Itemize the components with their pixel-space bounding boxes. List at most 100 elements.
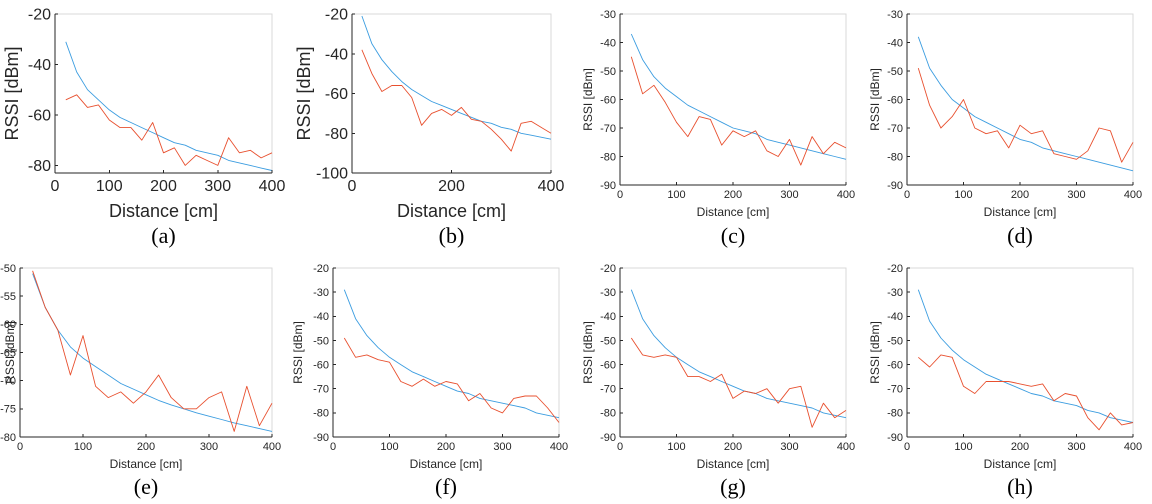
y-axis-label: RSSI [dBm] xyxy=(3,321,17,384)
model-curve-line xyxy=(343,289,560,419)
x-tick-label: 100 xyxy=(667,189,685,201)
x-tick-label: 200 xyxy=(724,441,742,453)
x-tick-label: 400 xyxy=(1124,441,1142,453)
y-tick-label: -30 xyxy=(313,287,329,299)
chart-panel-3: 0 100 200 300 400 -90 -80 -70 -60 -50 -40 -30 Distan… xyxy=(581,9,855,248)
x-tick-label: 0 xyxy=(51,178,60,195)
plot-area xyxy=(619,13,847,186)
x-tick-label: 400 xyxy=(837,189,855,201)
x-tick-label: 0 xyxy=(348,178,357,195)
x-tick-label: 400 xyxy=(837,441,855,453)
plot-area xyxy=(906,13,1134,186)
model-curve-line xyxy=(917,36,1134,172)
x-tick-label: 0 xyxy=(617,189,623,201)
y-tick-label: -50 xyxy=(600,335,616,347)
plot-area xyxy=(906,267,1134,438)
y-tick-label: -90 xyxy=(887,432,903,444)
panel-caption: (f) xyxy=(435,474,457,499)
y-tick-label: -60 xyxy=(28,108,51,125)
y-tick-label: -90 xyxy=(600,432,616,444)
plot-area xyxy=(351,13,552,174)
y-tick-label: -40 xyxy=(325,46,348,63)
model-curve-line xyxy=(630,33,847,160)
panel-caption: (g) xyxy=(720,474,746,499)
y-axis-label: RSSI [dBm] xyxy=(581,321,595,384)
y-tick-label: -20 xyxy=(313,263,329,275)
x-tick-label: 200 xyxy=(438,178,465,195)
y-tick-label: -20 xyxy=(325,7,348,24)
x-axis-label: Distance [cm] xyxy=(397,201,506,221)
x-tick-label: 300 xyxy=(780,189,798,201)
x-axis-label: Distance [cm] xyxy=(984,205,1057,219)
y-tick-label: -80 xyxy=(325,126,348,143)
panel-caption: (c) xyxy=(721,223,745,248)
x-tick-label: 200 xyxy=(137,441,155,453)
measured-curve-line xyxy=(32,270,273,432)
y-tick-label: -30 xyxy=(887,287,903,299)
x-tick-label: 0 xyxy=(17,441,23,453)
y-tick-label: -55 xyxy=(0,291,16,303)
plot-area xyxy=(19,267,273,438)
plot-area xyxy=(332,267,560,438)
measured-curve-line xyxy=(918,354,1134,431)
y-tick-label: -60 xyxy=(325,86,348,103)
x-tick-label: 100 xyxy=(380,441,398,453)
x-tick-label: 200 xyxy=(1011,441,1029,453)
panel-caption: (d) xyxy=(1007,223,1033,248)
y-tick-label: -70 xyxy=(887,123,903,135)
y-tick-label: -80 xyxy=(600,151,616,163)
x-tick-label: 200 xyxy=(1011,189,1029,201)
x-tick-label: 100 xyxy=(74,441,92,453)
plot-area xyxy=(54,13,273,174)
y-tick-label: -100 xyxy=(316,166,348,183)
chart-panel-5: 0 100 200 300 400 -80 -75 -70 -65 -60 -55 -50 Distan… xyxy=(0,263,281,499)
y-tick-label: -20 xyxy=(28,7,51,24)
y-axis-label: RSSI [dBm] xyxy=(2,46,22,140)
plot-area xyxy=(619,267,847,438)
x-tick-label: 100 xyxy=(667,441,685,453)
y-tick-label: -70 xyxy=(887,384,903,396)
y-tick-label: -40 xyxy=(600,311,616,323)
x-axis-label: Distance [cm] xyxy=(984,457,1057,471)
x-axis-label: Distance [cm] xyxy=(410,457,483,471)
chart-panel-7: 0 100 200 300 400 -90 -80 -70 -60 -50 -40 -30 -20 Dis… xyxy=(581,263,855,499)
model-curve-line xyxy=(32,273,273,432)
x-tick-label: 300 xyxy=(780,441,798,453)
x-tick-label: 0 xyxy=(904,189,910,201)
y-tick-label: -75 xyxy=(0,404,16,416)
y-tick-label: -20 xyxy=(887,263,903,275)
y-tick-label: -40 xyxy=(600,37,616,49)
x-tick-label: 400 xyxy=(259,178,286,195)
y-axis-label: RSSI [dBm] xyxy=(291,321,305,384)
y-tick-label: -90 xyxy=(600,180,616,192)
y-tick-label: -60 xyxy=(600,359,616,371)
y-tick-label: -80 xyxy=(313,408,329,420)
x-tick-label: 100 xyxy=(96,178,123,195)
y-tick-label: -80 xyxy=(887,408,903,420)
y-tick-label: -90 xyxy=(887,180,903,192)
y-axis-label: RSSI [dBm] xyxy=(868,321,882,384)
x-tick-label: 100 xyxy=(954,189,972,201)
y-tick-label: -80 xyxy=(887,151,903,163)
chart-panel-1: 0 100 200 300 400 -80 -60 -40 -20 Distance [cm] RS… xyxy=(2,7,285,248)
x-axis-label: Distance [cm] xyxy=(110,457,183,471)
x-axis-label: Distance [cm] xyxy=(109,201,218,221)
y-axis-label: RSSI [dBm] xyxy=(868,68,882,131)
y-tick-label: -70 xyxy=(0,376,16,388)
panel-caption: (h) xyxy=(1007,474,1033,499)
x-axis-label: Distance [cm] xyxy=(697,457,770,471)
x-axis-label: Distance [cm] xyxy=(697,205,770,219)
x-tick-label: 0 xyxy=(330,441,336,453)
y-axis-label: RSSI [dBm] xyxy=(581,68,595,131)
x-tick-label: 400 xyxy=(550,441,568,453)
x-tick-label: 0 xyxy=(904,441,910,453)
chart-panel-2: 0 200 400 -100 -80 -60 -40 -20 Distance [cm] RSSI… xyxy=(294,7,564,248)
measured-curve-line xyxy=(65,94,273,166)
x-tick-label: 300 xyxy=(200,441,218,453)
y-tick-label: -40 xyxy=(887,311,903,323)
measured-curve-line xyxy=(361,49,552,152)
y-tick-label: -80 xyxy=(28,158,51,175)
x-tick-label: 400 xyxy=(263,441,281,453)
y-tick-label: -30 xyxy=(600,287,616,299)
